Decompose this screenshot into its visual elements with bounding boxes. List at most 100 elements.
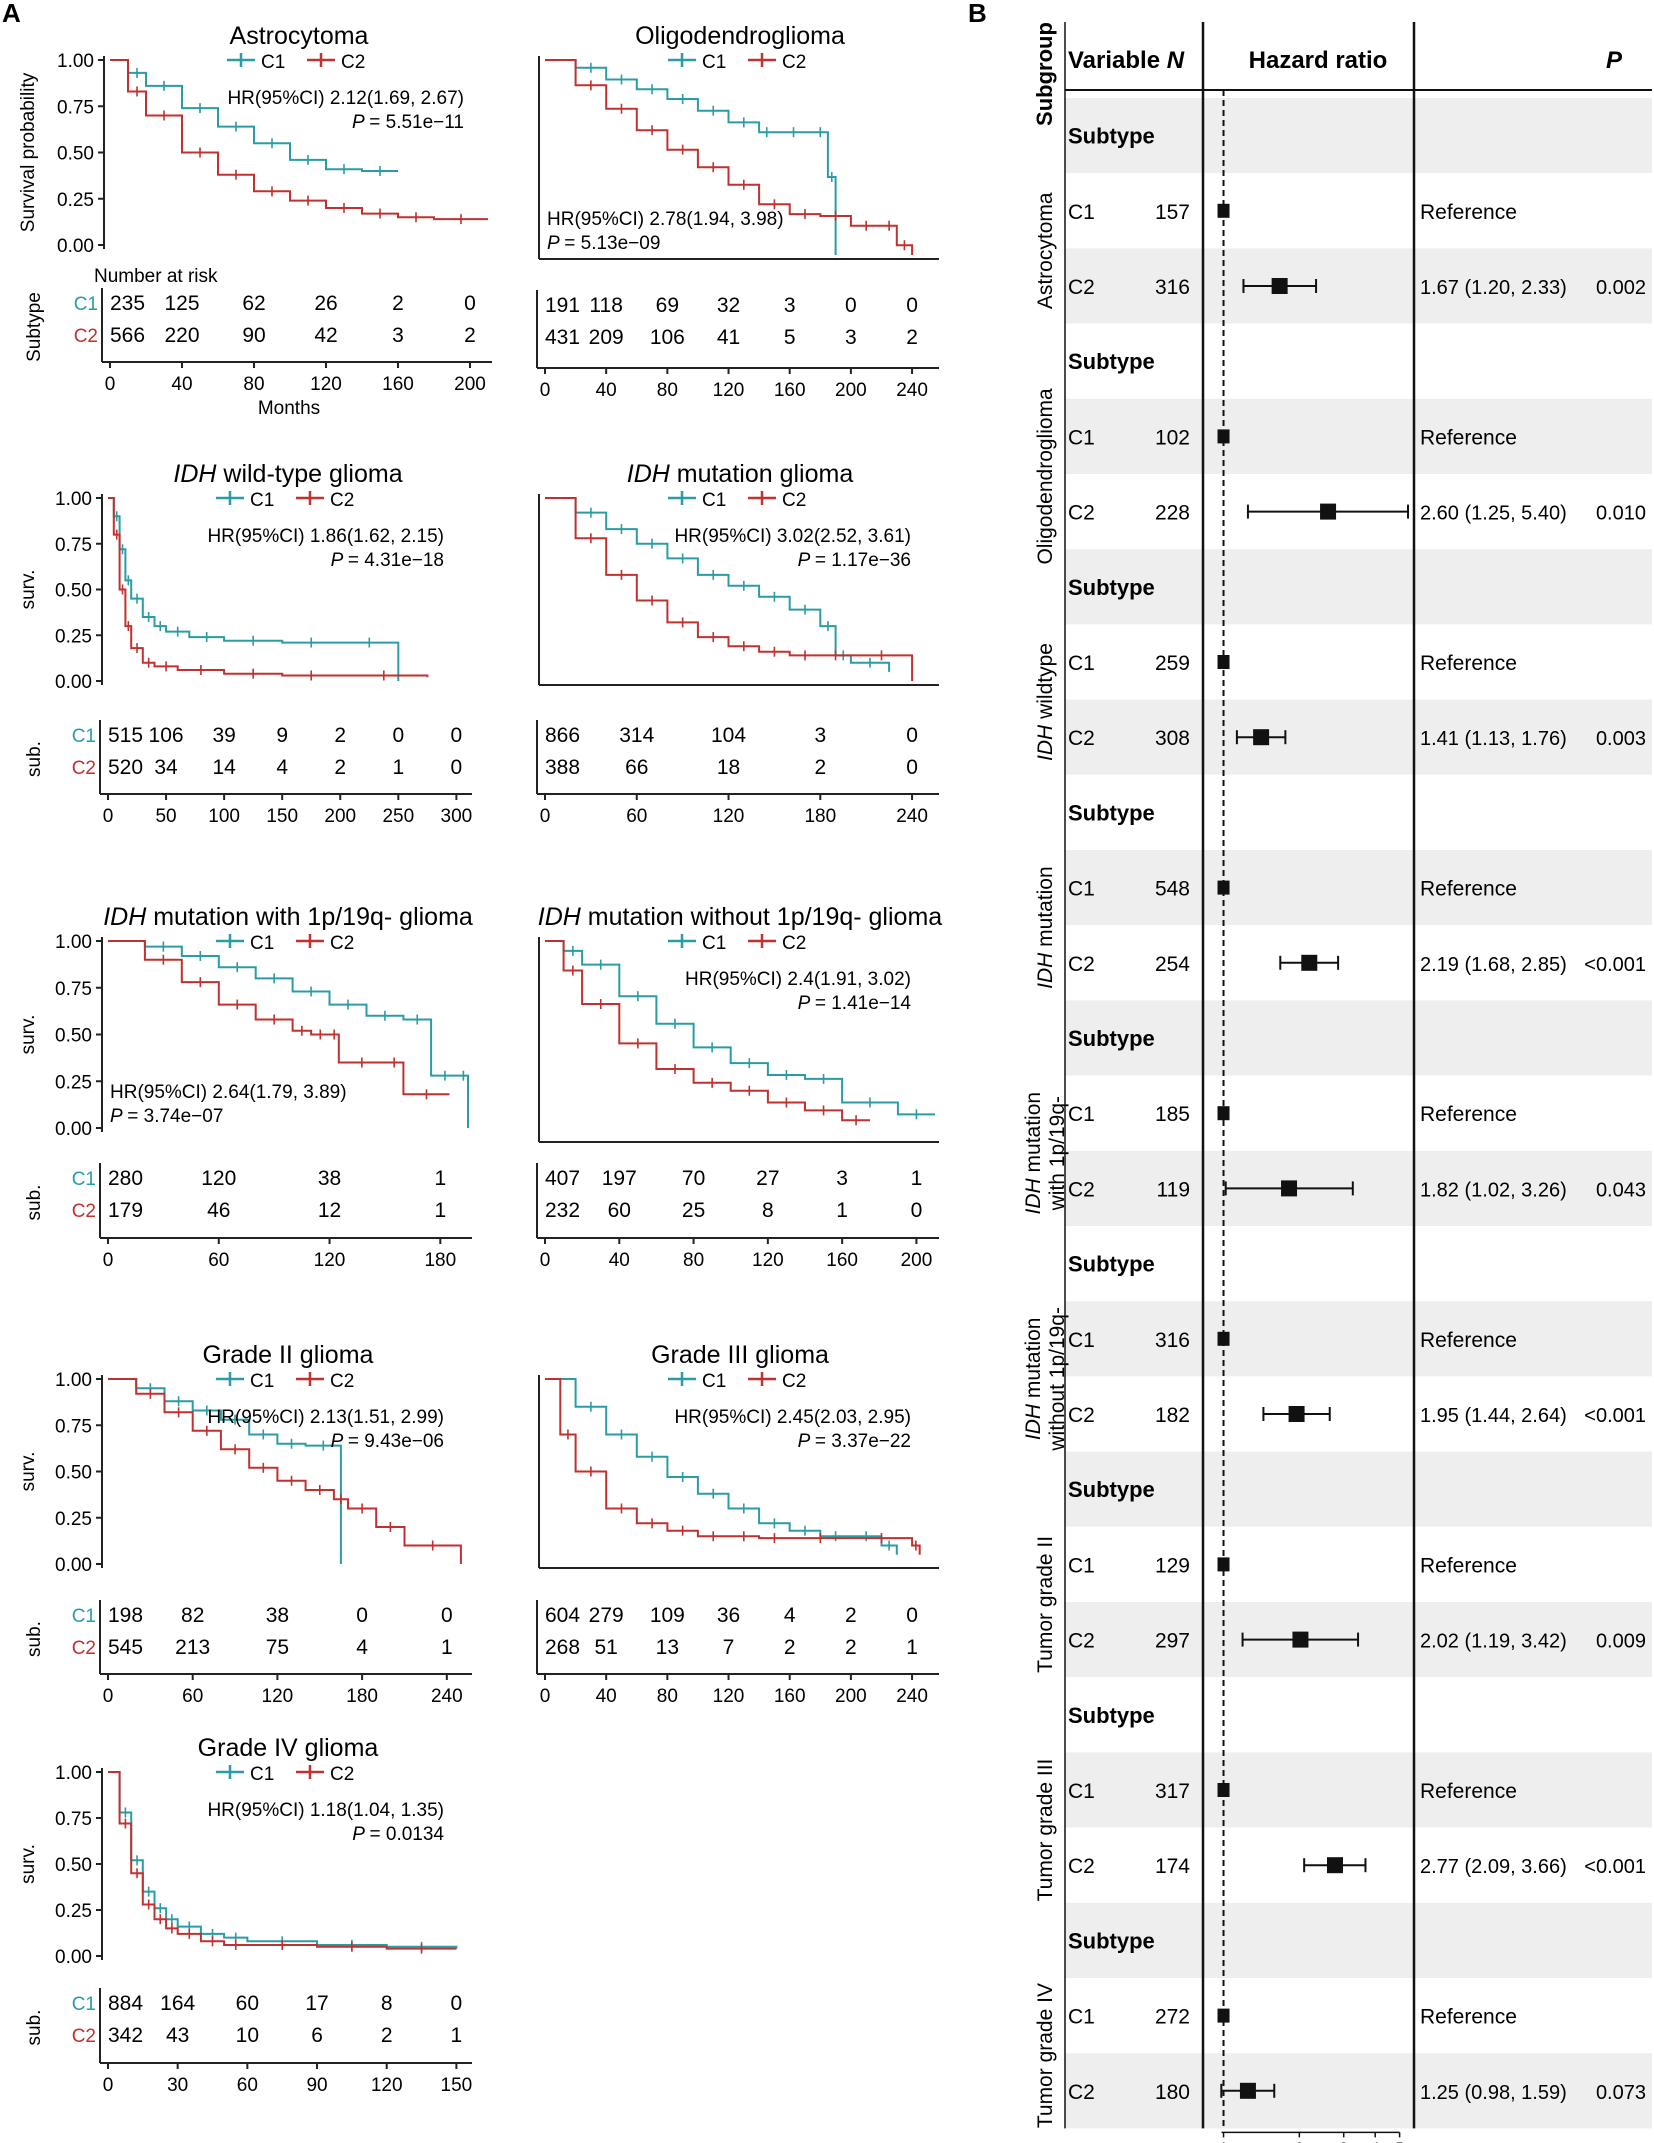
forest-group-label-rest: wildtype <box>1034 643 1057 725</box>
risk-cell: 314 <box>619 724 654 747</box>
forest-variable: C1 <box>1068 426 1095 449</box>
risk-cell: 1 <box>441 1636 453 1659</box>
risk-cell: 7 <box>723 1636 735 1659</box>
risk-table-y-label: sub. <box>24 1185 45 1221</box>
forest-row-band <box>1065 1451 1652 1527</box>
km-p-symbol: P <box>352 1824 369 1845</box>
forest-header-variable-text: Variable <box>1068 47 1167 74</box>
risk-cell: 70 <box>682 1167 705 1190</box>
forest-group-label-italic: IDH <box>1022 1177 1045 1214</box>
forest-x-tick-label: 2 <box>1295 2139 1303 2143</box>
risk-x-tick-label: 80 <box>243 374 264 395</box>
km-y-tick-label: 0.25 <box>57 190 94 211</box>
risk-x-tick-label: 60 <box>208 1250 229 1271</box>
risk-cell: 4 <box>356 1636 368 1659</box>
risk-x-tick-label: 80 <box>683 1250 704 1271</box>
forest-n: 254 <box>1155 953 1190 976</box>
risk-cell: 566 <box>110 324 145 347</box>
forest-group: Subtype C1 157 Reference C2 316 1.67 (1.20, 2.… <box>1065 98 1652 324</box>
forest-n: 185 <box>1155 1103 1190 1126</box>
risk-cell: 1 <box>434 1199 446 1222</box>
km-title: Grade III glioma <box>651 1341 829 1369</box>
forest-variable: C2 <box>1068 1404 1095 1427</box>
risk-row-label: C1 <box>72 1994 96 2015</box>
km-title-rest: wild-type glioma <box>216 460 402 488</box>
forest-reference: Reference <box>1420 1103 1517 1126</box>
forest-variable: C1 <box>1068 1554 1095 1577</box>
risk-x-tick-label: 40 <box>609 1250 630 1271</box>
risk-x-tick-label: 0 <box>540 1686 551 1707</box>
km-p-symbol: P <box>110 1106 127 1127</box>
risk-cell: 0 <box>906 724 918 747</box>
km-p-value: = 5.51e−11 <box>369 112 464 133</box>
risk-cell: 3 <box>836 1167 848 1190</box>
forest-row-band <box>1065 1978 1652 2054</box>
risk-x-tick-label: 90 <box>306 2075 327 2096</box>
forest-ci-text: 2.02 (1.19, 3.42) <box>1420 1631 1567 1653</box>
risk-table-y-label: sub. <box>24 741 45 777</box>
legend-c1-label: C1 <box>250 933 274 954</box>
km-title: IDH mutation with 1p/19q- glioma <box>103 903 473 931</box>
risk-cell: 1 <box>392 756 404 779</box>
risk-cell: 2 <box>334 756 346 779</box>
legend-c2-label: C2 <box>341 52 365 73</box>
km-p-text: P = 1.17e−36 <box>798 550 911 571</box>
forest-ci-text: 2.60 (1.25, 5.40) <box>1420 503 1567 525</box>
forest-ref-square <box>1217 880 1230 895</box>
legend-c2-label: C2 <box>330 1371 354 1392</box>
forest-header-subgroup: Subgroup <box>1032 22 1057 126</box>
risk-cell: 41 <box>717 326 740 349</box>
forest-ci-text: 1.25 (0.98, 1.59) <box>1420 2082 1567 2104</box>
forest-hr-square <box>1301 954 1318 971</box>
forest-group: Subtype C1 102 Reference C2 228 2.60 (1.25, 5.… <box>1065 323 1652 550</box>
risk-x-tick-label: 200 <box>454 374 486 395</box>
risk-cell: 0 <box>441 1604 453 1627</box>
risk-table-y-label: Subtype <box>24 292 45 362</box>
forest-group-label-line2: without 1p/19q- <box>1046 1307 1069 1452</box>
forest-header-p: P <box>1606 47 1623 74</box>
km-curve-c2 <box>545 1378 921 1555</box>
risk-cell: 106 <box>650 326 685 349</box>
risk-cell: 866 <box>545 724 580 747</box>
forest-ci-text: 1.67 (1.20, 2.33) <box>1420 277 1567 299</box>
risk-x-tick-label: 0 <box>540 380 551 401</box>
forest-group-label-rest: mutation <box>1022 1092 1045 1178</box>
risk-x-tick-label: 160 <box>774 380 806 401</box>
risk-cell: 279 <box>589 1604 624 1627</box>
risk-cell: 2 <box>845 1636 857 1659</box>
km-p-value: = 3.74e−07 <box>127 1106 223 1127</box>
km-p-text: P = 0.0134 <box>352 1824 444 1845</box>
forest-row-band <box>1065 1677 1652 1753</box>
forest-row-band <box>1065 774 1652 850</box>
km-y-label: surv. <box>18 570 39 610</box>
forest-n: 308 <box>1155 727 1190 750</box>
km-title-rest: mutation glioma <box>670 460 854 488</box>
forest-variable: C2 <box>1068 276 1095 299</box>
forest-row-band <box>1065 925 1652 1001</box>
km-title-italic: IDH <box>173 460 217 488</box>
forest-hr-square <box>1271 278 1288 294</box>
risk-x-tick-label: 120 <box>310 374 342 395</box>
forest-hr-square <box>1239 2082 1256 2099</box>
risk-row-label: C1 <box>72 1606 96 1627</box>
risk-row-label: C2 <box>72 1201 96 1222</box>
legend-c1-label: C1 <box>702 933 726 954</box>
risk-cell: 82 <box>181 1604 204 1627</box>
forest-header-variable: Variable N <box>1068 47 1185 74</box>
km-p-symbol: P <box>331 550 348 571</box>
km-p-value: = 0.0134 <box>370 1824 445 1845</box>
risk-cell: 3 <box>392 324 404 347</box>
risk-cell: 545 <box>108 1636 143 1659</box>
risk-x-tick-label: 150 <box>441 2075 473 2096</box>
panel-label-a: A <box>2 0 21 28</box>
forest-group-label: Tumor grade III <box>1034 1759 1057 1902</box>
risk-cell: 407 <box>545 1167 580 1190</box>
risk-cell: 62 <box>242 292 265 315</box>
risk-cell: 2 <box>392 292 404 315</box>
forest-hr-square <box>1320 503 1337 520</box>
